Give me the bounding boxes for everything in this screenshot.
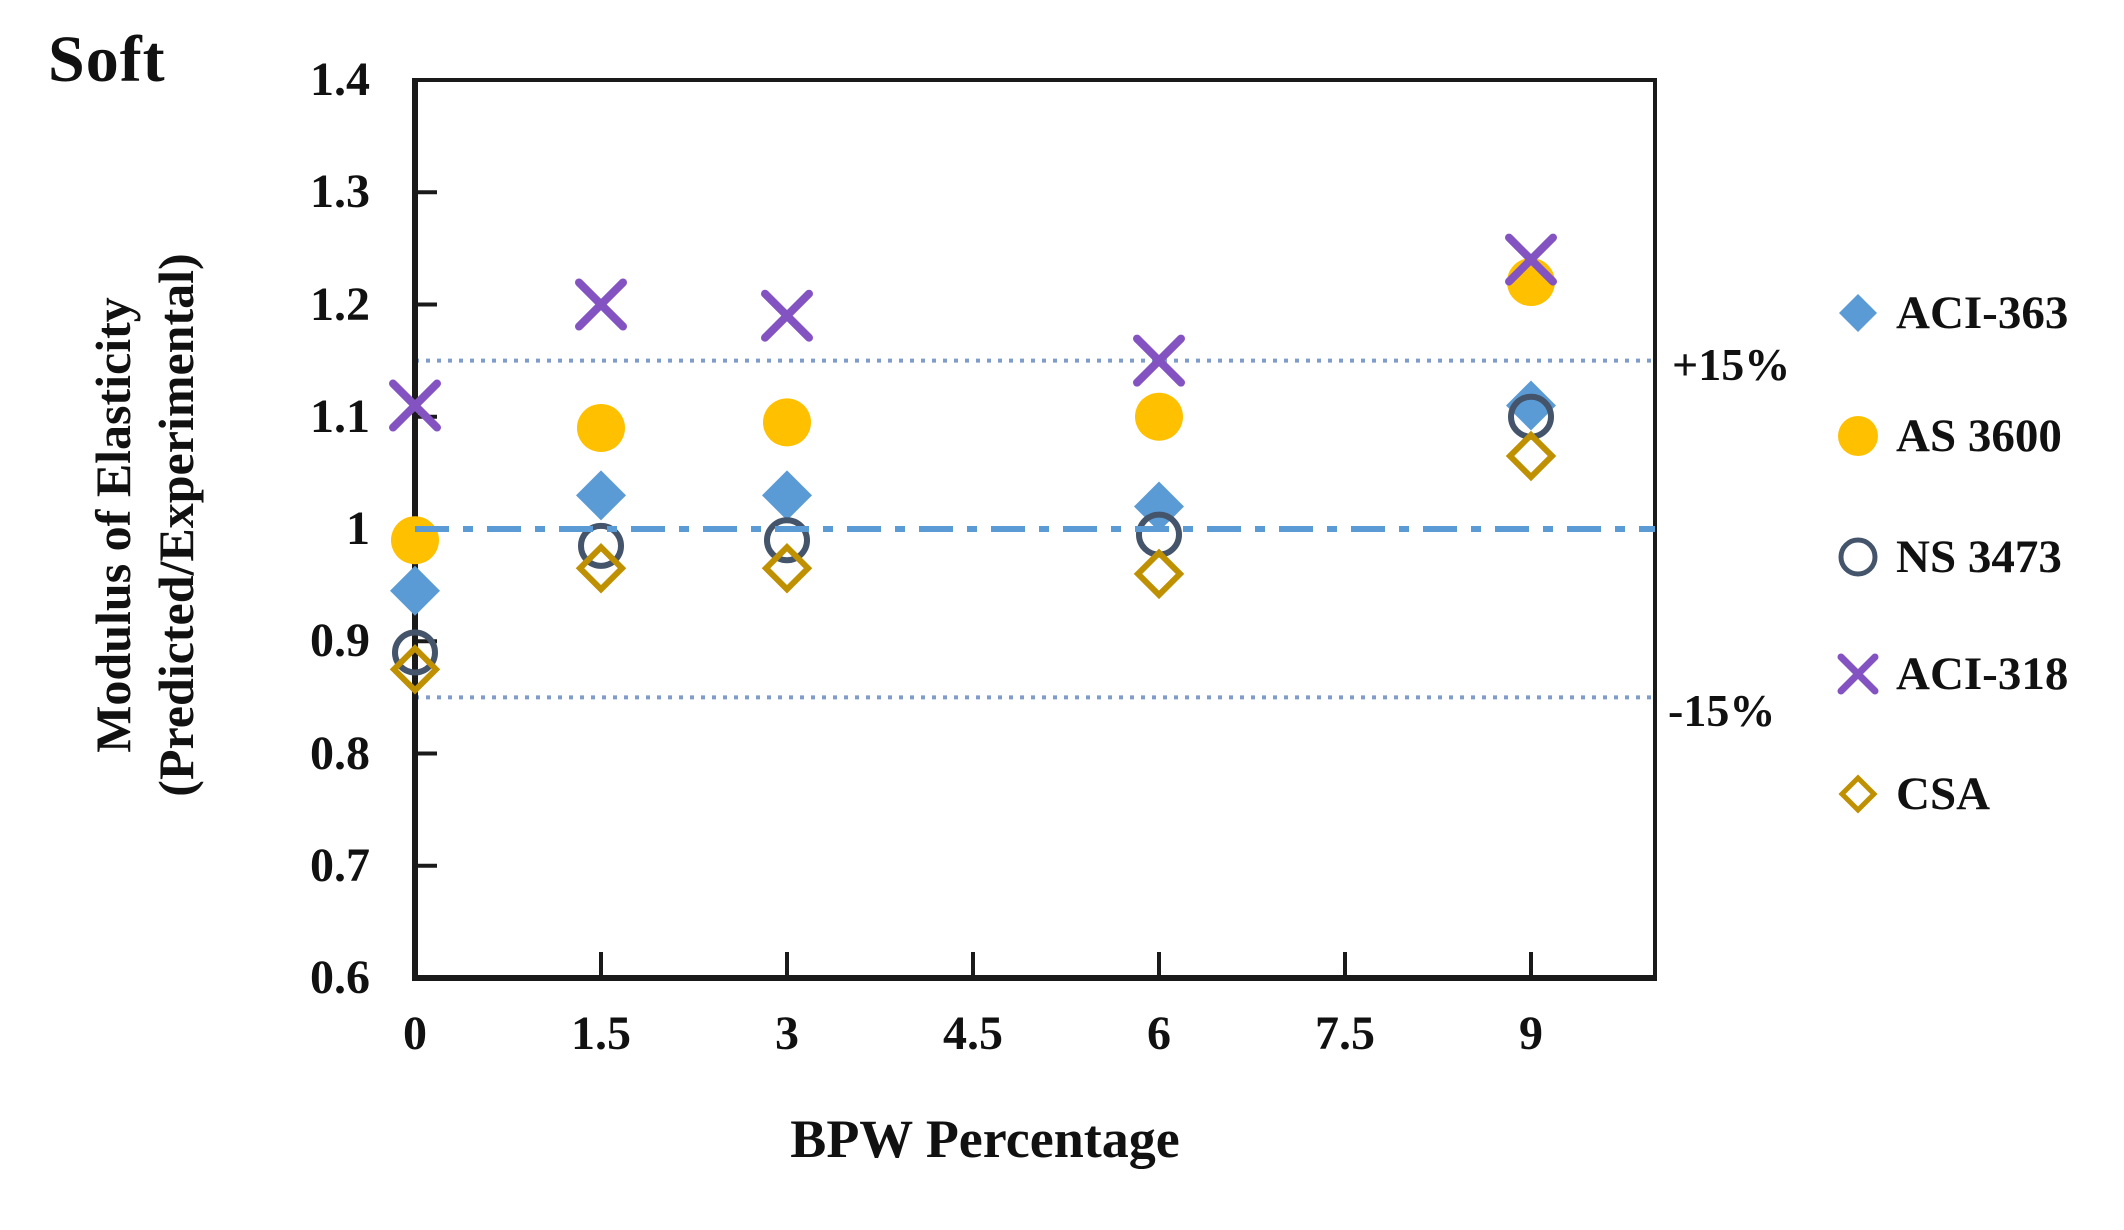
annotation-minus15: -15% [1668, 685, 1776, 736]
data-point-aci-318 [1133, 334, 1185, 387]
data-point-aci-318 [1505, 233, 1557, 286]
legend-marker-csa-icon [1838, 774, 1878, 814]
y-tick-label: 0.7 [310, 838, 370, 892]
data-point-csa [1505, 430, 1557, 482]
y-tick-label: 1.3 [310, 165, 370, 219]
x-tick-label: 6 [1147, 1007, 1171, 1060]
data-point-as-3600 [577, 403, 625, 452]
series-aci-363 [390, 380, 1556, 616]
legend-label: ACI-318 [1896, 647, 2069, 700]
data-point-aci-363 [390, 565, 440, 616]
legend-label: CSA [1896, 767, 1991, 820]
legend-label: AS 3600 [1896, 409, 2062, 462]
legend-marker-as-3600-icon [1838, 416, 1878, 456]
legend-label: ACI-363 [1896, 286, 2069, 339]
y-tick-label: 0.9 [310, 614, 370, 668]
data-point-aci-363 [576, 470, 626, 521]
data-point-aci-363 [762, 470, 812, 521]
data-point-csa [1133, 548, 1185, 600]
x-tick-label: 4.5 [943, 1007, 1003, 1060]
data-point-ns-3473 [392, 629, 438, 676]
annotation-plus15: +15% [1672, 339, 1791, 390]
x-tick-label: 1.5 [571, 1007, 631, 1060]
legend-item-ns-3473: NS 3473 [1828, 525, 2062, 589]
y-tick-label: 1.2 [310, 277, 370, 331]
legend-label: NS 3473 [1896, 530, 2062, 583]
x-tick-label: 7.5 [1315, 1007, 1375, 1060]
legend-marker-aci-318-icon [1837, 653, 1879, 695]
legend-marker-ns-3473-icon [1838, 537, 1878, 577]
series-aci-318 [389, 233, 1557, 432]
y-tick-label: 0.6 [310, 951, 370, 1004]
y-axis-title-line1: Modulus of Elasticity [85, 297, 141, 753]
x-tick-label: 9 [1519, 1007, 1543, 1060]
y-tick-label: 1 [346, 502, 370, 555]
data-point-csa [389, 644, 441, 695]
y-tick-label: 0.8 [310, 726, 370, 780]
series-csa [389, 430, 1557, 695]
y-tick-label: 1.1 [310, 389, 370, 443]
y-axis-title: Modulus of Elasticity (Predicted/Experim… [82, 65, 222, 985]
data-point-as-3600 [763, 398, 811, 447]
y-axis-title-line2: (Predicted/Experimental) [147, 253, 204, 797]
y-tick-label: 1.4 [310, 53, 370, 106]
data-point-csa [761, 543, 813, 594]
series-as-3600 [391, 258, 1555, 565]
data-point-csa [575, 543, 627, 594]
chart-title: Soft [48, 23, 166, 96]
x-axis-title: BPW Percentage [790, 1109, 1180, 1169]
data-point-aci-318 [761, 289, 813, 342]
data-point-aci-318 [575, 278, 627, 331]
legend-item-aci-363: ACI-363 [1828, 281, 2068, 345]
x-tick-label: 3 [775, 1007, 799, 1060]
legend-item-as-3600: AS 3600 [1828, 404, 2062, 468]
x-tick-label: 0 [403, 1007, 427, 1060]
data-point-aci-318 [389, 379, 441, 432]
plot-frame [413, 78, 1657, 980]
legend-item-aci-318: ACI-318 [1828, 642, 2068, 706]
data-point-as-3600 [1135, 392, 1183, 441]
data-point-ns-3473 [764, 517, 810, 564]
legend-marker-aci-363-icon [1839, 294, 1877, 332]
series-ns-3473 [392, 393, 1554, 676]
data-point-aci-363 [1506, 380, 1556, 431]
data-point-as-3600 [391, 516, 439, 565]
legend-item-csa: CSA [1828, 762, 1990, 826]
data-point-ns-3473 [578, 522, 624, 569]
